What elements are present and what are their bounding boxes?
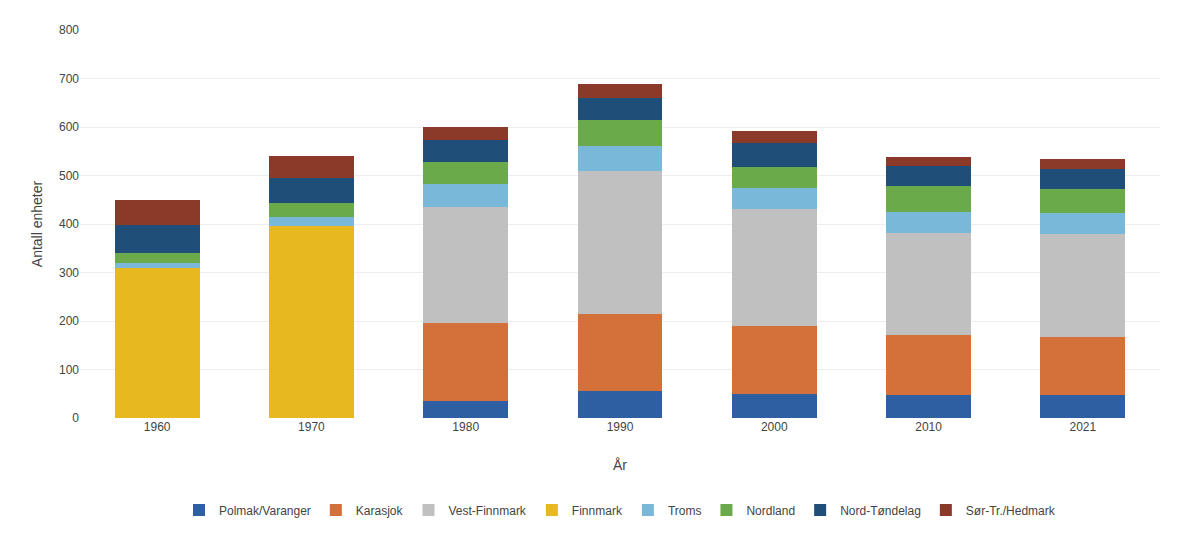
svg-text:200: 200 — [59, 314, 79, 328]
svg-text:500: 500 — [59, 169, 79, 183]
svg-text:2000: 2000 — [761, 420, 788, 434]
svg-text:Antall enheter: Antall enheter — [29, 180, 45, 267]
svg-text:800: 800 — [59, 23, 79, 37]
svg-text:Karasjok: Karasjok — [356, 504, 404, 518]
svg-text:Finnmark: Finnmark — [572, 504, 623, 518]
svg-text:700: 700 — [59, 72, 79, 86]
svg-text:Nord-Tøndelag: Nord-Tøndelag — [840, 504, 921, 518]
svg-text:600: 600 — [59, 120, 79, 134]
svg-text:300: 300 — [59, 266, 79, 280]
svg-text:1970: 1970 — [298, 420, 325, 434]
svg-text:Troms: Troms — [668, 504, 702, 518]
svg-text:2010: 2010 — [915, 420, 942, 434]
svg-text:1990: 1990 — [607, 420, 634, 434]
svg-text:100: 100 — [59, 363, 79, 377]
svg-text:0: 0 — [72, 411, 79, 425]
svg-text:1960: 1960 — [144, 420, 171, 434]
svg-text:Vest-Finnmark: Vest-Finnmark — [449, 504, 527, 518]
svg-text:Nordland: Nordland — [746, 504, 795, 518]
svg-text:2021: 2021 — [1070, 420, 1097, 434]
svg-text:1980: 1980 — [452, 420, 479, 434]
svg-text:Polmak/Varanger: Polmak/Varanger — [219, 504, 311, 518]
svg-text:År: År — [613, 457, 627, 473]
svg-text:400: 400 — [59, 217, 79, 231]
svg-text:Sør-Tr./Hedmark: Sør-Tr./Hedmark — [966, 504, 1056, 518]
